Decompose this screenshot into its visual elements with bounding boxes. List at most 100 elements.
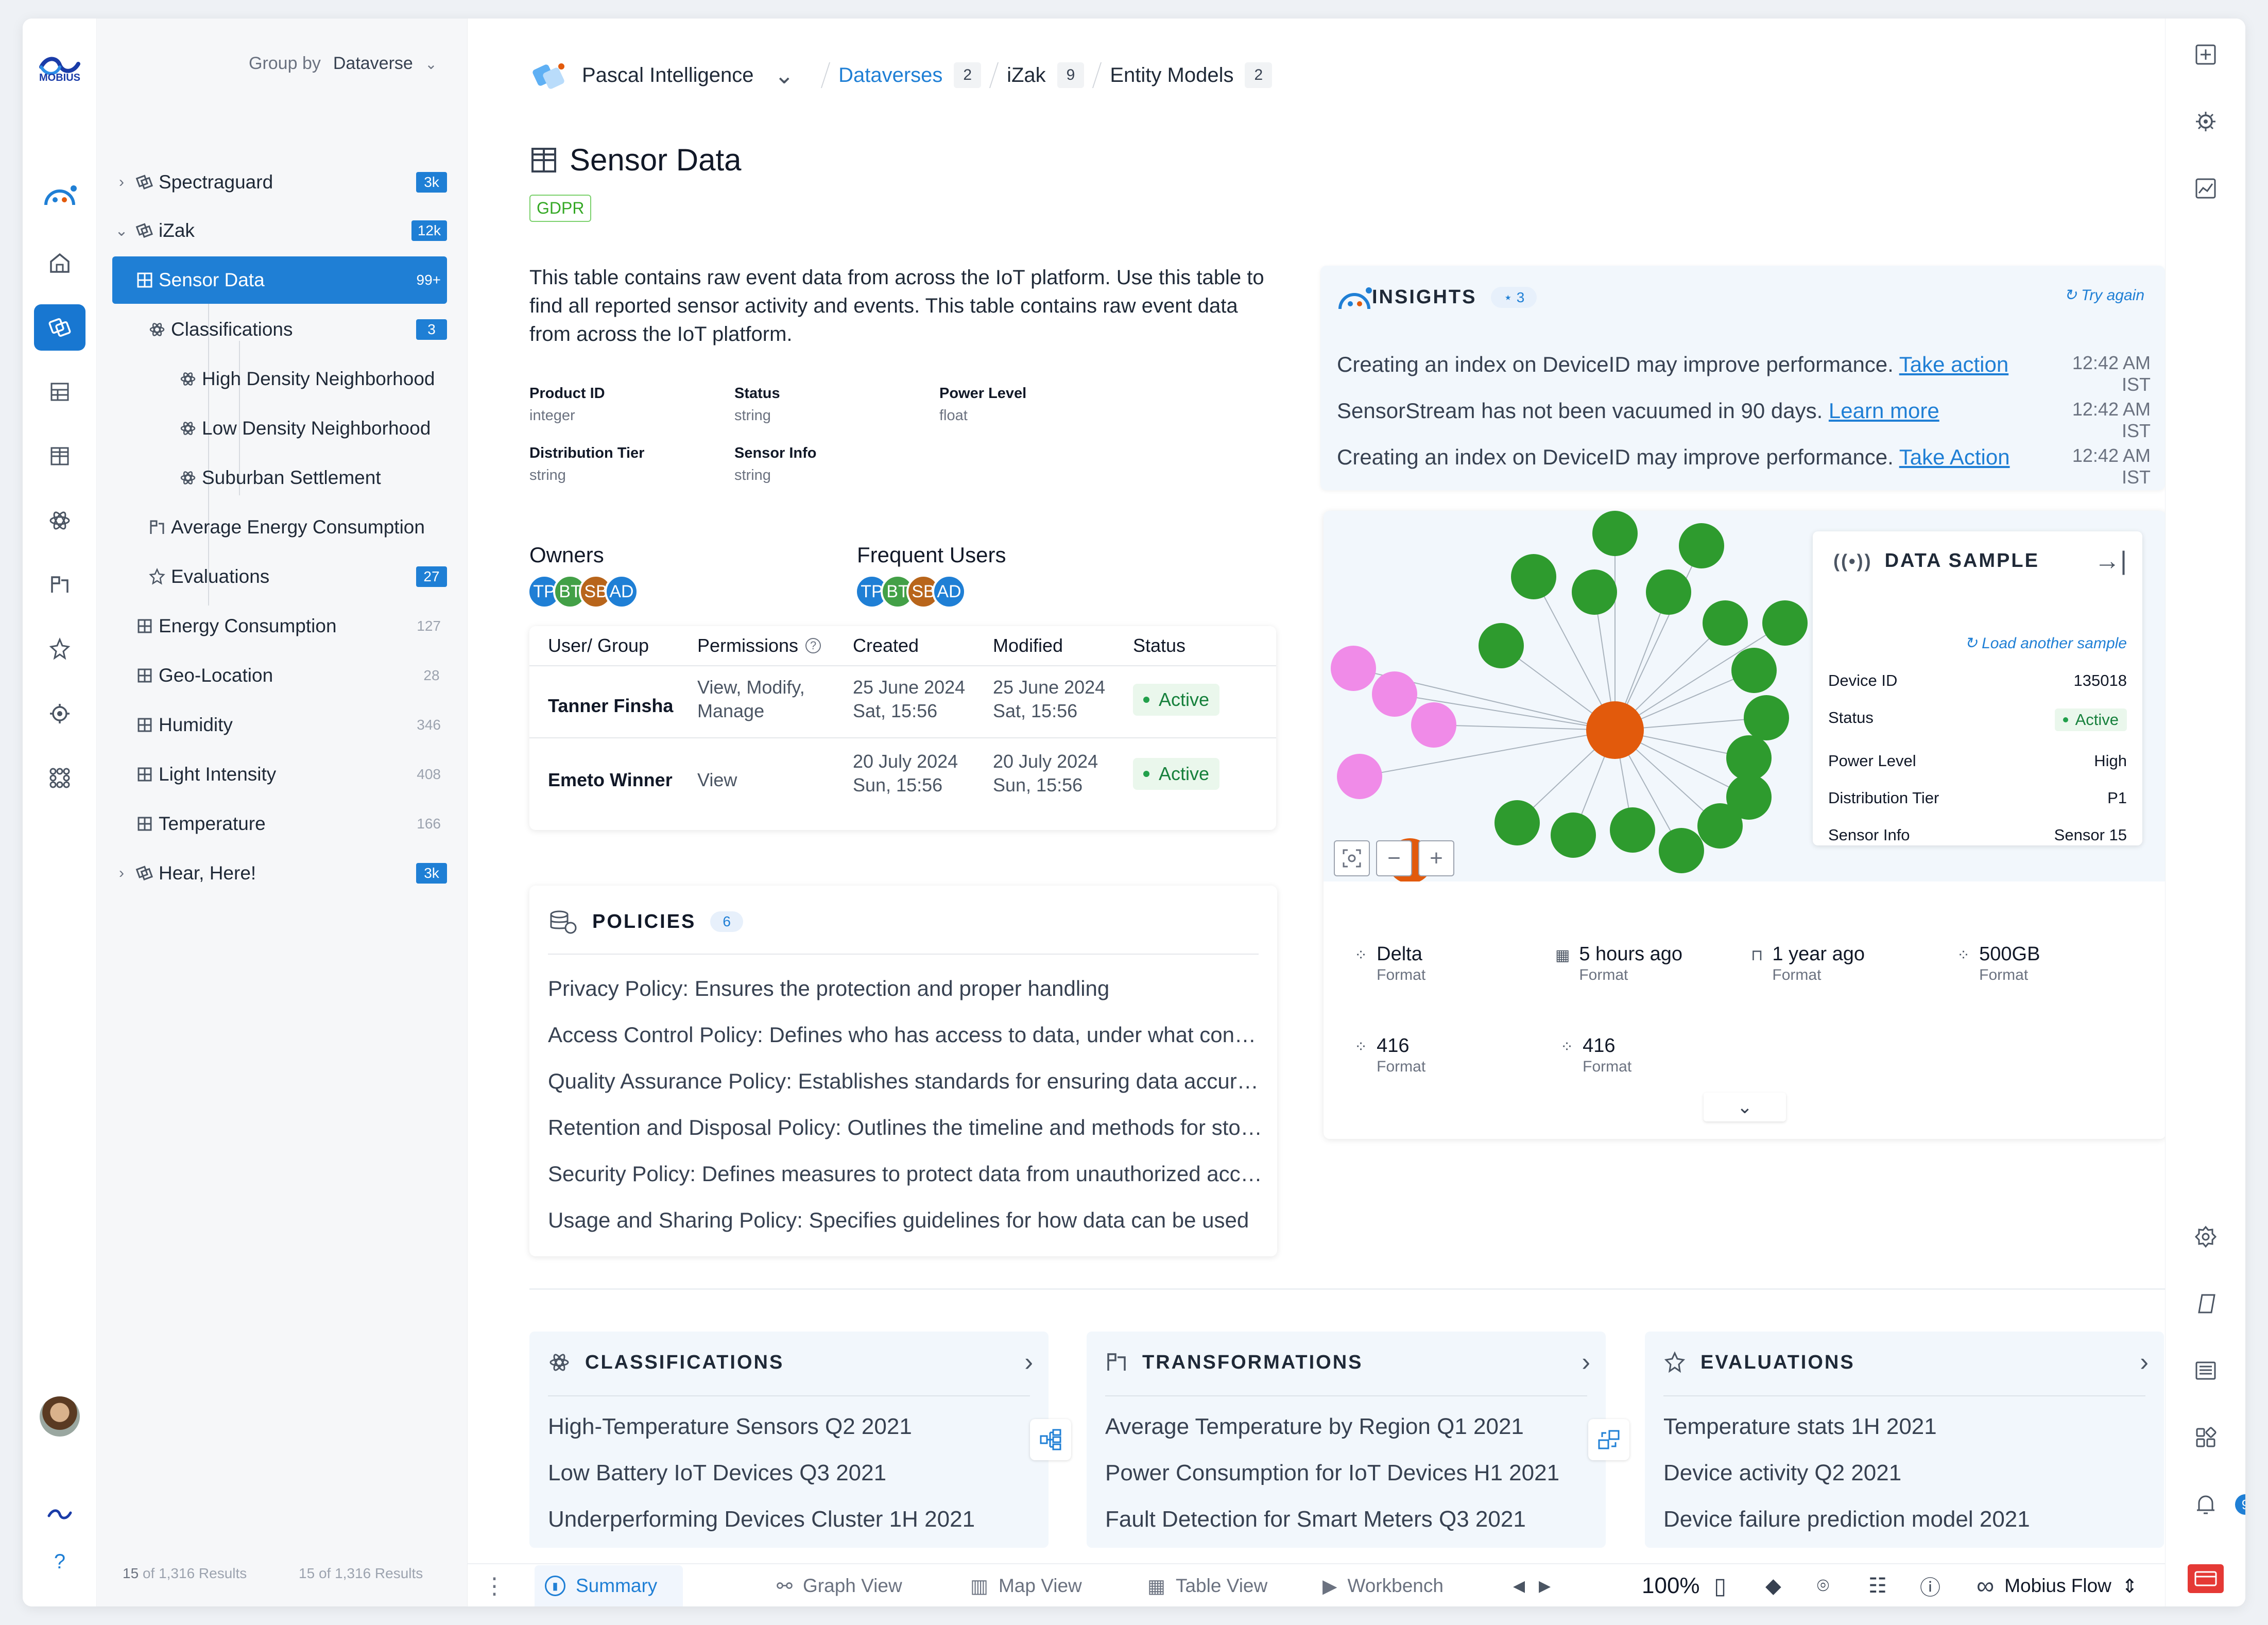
chevron-down-icon[interactable]: ⌄: [774, 62, 795, 89]
graph-node[interactable]: [1726, 774, 1772, 820]
more-options-icon[interactable]: ⋮: [483, 1573, 506, 1599]
home-icon[interactable]: [34, 240, 85, 286]
tree-item-classifications[interactable]: Classifications 3: [143, 306, 447, 353]
avatar[interactable]: BT: [553, 575, 587, 609]
graph-node[interactable]: [1551, 812, 1596, 858]
chevron-down-icon[interactable]: ⌄: [115, 222, 128, 239]
transformation-item[interactable]: Fault Detection for Smart Meters Q3 2021: [1105, 1507, 1526, 1532]
tree-item-average-energy[interactable]: Average Energy Consumption: [143, 504, 447, 551]
settings-sliders-icon[interactable]: ☷: [1868, 1575, 1887, 1597]
document-list-icon[interactable]: [2185, 1350, 2226, 1391]
chevron-right-icon[interactable]: ›: [119, 865, 124, 881]
mobius-small-icon[interactable]: [34, 1491, 85, 1537]
collapse-panel-icon[interactable]: →|: [2094, 546, 2127, 575]
table-icon[interactable]: [34, 433, 85, 479]
classification-item[interactable]: Underperforming Devices Cluster 1H 2021: [548, 1507, 975, 1532]
atom-icon[interactable]: [34, 497, 85, 544]
chevron-right-icon[interactable]: ›: [1582, 1347, 1590, 1376]
graph-center-node[interactable]: [1586, 701, 1644, 759]
evaluation-icon[interactable]: [34, 626, 85, 672]
graph-node[interactable]: [1646, 569, 1691, 615]
classification-item[interactable]: Low Battery IoT Devices Q3 2021: [548, 1460, 887, 1485]
avatar[interactable]: TP: [527, 575, 561, 609]
apps-grid-icon[interactable]: [34, 755, 85, 801]
tab-workbench[interactable]: ▶ Workbench: [1322, 1575, 1444, 1597]
graph-node[interactable]: [1331, 646, 1376, 691]
evaluation-item[interactable]: Device failure prediction model 2021: [1663, 1507, 2030, 1532]
zoom-level[interactable]: 100%: [1642, 1573, 1700, 1598]
try-again-link[interactable]: ↻ Try again: [2064, 287, 2144, 304]
entity-graph-canvas[interactable]: − + ((•)) DATA SAMPLE →| ↻ Load another …: [1324, 511, 2166, 881]
tree-item-izak[interactable]: ⌄ iZak 12k: [112, 207, 447, 254]
graph-node[interactable]: [1610, 807, 1655, 853]
tab-table-view[interactable]: ▦ Table View: [1147, 1575, 1268, 1597]
mobius-logo-icon[interactable]: [31, 46, 89, 93]
info-icon[interactable]: ?: [805, 638, 821, 653]
graph-node[interactable]: [1697, 803, 1743, 849]
learn-more-link[interactable]: Learn more: [1828, 399, 1939, 423]
avatar[interactable]: AD: [932, 575, 966, 609]
transformation-item[interactable]: Average Temperature by Region Q1 2021: [1105, 1414, 1524, 1439]
graph-node[interactable]: [1726, 735, 1772, 781]
graph-node[interactable]: [1659, 828, 1704, 873]
policy-item[interactable]: Security Policy: Defines measures to pro…: [548, 1162, 1264, 1186]
avatar[interactable]: AD: [605, 575, 639, 609]
expand-metrics-button[interactable]: ⌄: [1704, 1093, 1786, 1121]
breadcrumb-dataverses[interactable]: Dataverses: [838, 63, 943, 87]
graph-node[interactable]: [1679, 523, 1724, 568]
tree-item-geo-location[interactable]: Geo-Location 28: [112, 652, 447, 699]
transformation-item[interactable]: Power Consumption for IoT Devices H1 202…: [1105, 1460, 1560, 1485]
graph-node[interactable]: [1703, 600, 1748, 646]
mobius-flow-selector[interactable]: ∞ Mobius Flow ⇕: [1977, 1572, 2138, 1600]
tree-item-high-density[interactable]: High Density Neighborhood: [174, 355, 447, 403]
tab-scroll-left[interactable]: ◀: [1513, 1577, 1525, 1595]
tree-item-sensor-data[interactable]: Sensor Data 99+: [112, 256, 447, 304]
graph-node[interactable]: [1494, 800, 1540, 845]
graph-node[interactable]: [1572, 569, 1617, 615]
policy-item[interactable]: Usage and Sharing Policy: Specifies guid…: [548, 1208, 1249, 1232]
fit-view-button[interactable]: [1334, 840, 1370, 876]
transformations-card[interactable]: TRANSFORMATIONS › Average Temperature by…: [1087, 1332, 1606, 1548]
chevron-right-icon[interactable]: ›: [1024, 1347, 1033, 1376]
add-icon[interactable]: [2185, 34, 2226, 75]
policy-item[interactable]: Access Control Policy: Defines who has a…: [548, 1023, 1264, 1047]
load-another-sample-link[interactable]: ↻ Load another sample: [1964, 635, 2127, 652]
take-action-link[interactable]: Take action: [1899, 352, 2009, 376]
catalog-icon[interactable]: [34, 304, 85, 351]
zoom-in-button[interactable]: +: [1418, 840, 1454, 876]
transform-icon[interactable]: [34, 562, 85, 608]
zoom-out-button[interactable]: −: [1376, 840, 1412, 876]
tree-item-light-intensity[interactable]: Light Intensity 408: [112, 751, 447, 798]
graph-node[interactable]: [1479, 623, 1524, 668]
graph-node[interactable]: [1511, 554, 1556, 599]
settings-icon[interactable]: [2185, 1216, 2226, 1257]
help-icon[interactable]: ?: [54, 1550, 66, 1573]
tree-item-energy-consumption[interactable]: Energy Consumption 127: [112, 602, 447, 650]
tree-item-suburban[interactable]: Suburban Settlement: [174, 454, 447, 502]
alert-card-icon[interactable]: [2185, 1558, 2226, 1599]
focus-icon[interactable]: ⌾: [1817, 1574, 1829, 1597]
tab-graph-view[interactable]: ⚯ Graph View: [777, 1575, 902, 1597]
avatar[interactable]: SB: [579, 575, 613, 609]
tab-summary[interactable]: ▮ Summary: [535, 1565, 683, 1606]
evaluation-item[interactable]: Temperature stats 1H 2021: [1663, 1414, 1937, 1439]
policy-item[interactable]: Privacy Policy: Ensures the protection a…: [548, 976, 1110, 1000]
tab-map-view[interactable]: ▥ Map View: [970, 1575, 1082, 1597]
graph-node[interactable]: [1731, 648, 1777, 693]
puzzle-icon[interactable]: [2185, 1417, 2226, 1458]
bell-icon[interactable]: [2185, 1484, 2226, 1525]
breadcrumb-izak[interactable]: iZak: [1007, 63, 1046, 87]
assistant-icon[interactable]: [34, 173, 85, 219]
classifications-card[interactable]: CLASSIFICATIONS › High-Temperature Senso…: [529, 1332, 1049, 1548]
tree-item-humidity[interactable]: Humidity 346: [112, 701, 447, 749]
tab-scroll-right[interactable]: ▶: [1539, 1577, 1551, 1595]
graph-node[interactable]: [1592, 511, 1638, 556]
notebook-icon[interactable]: [2185, 1283, 2226, 1324]
tree-item-hear-here[interactable]: › Hear, Here! 3k: [112, 850, 447, 897]
graph-node[interactable]: [1744, 695, 1789, 740]
chevron-right-icon[interactable]: ›: [2140, 1347, 2149, 1376]
user-avatar[interactable]: [34, 1393, 85, 1440]
tree-item-temperature[interactable]: Temperature 166: [112, 800, 447, 848]
gear-icon[interactable]: [2185, 101, 2226, 142]
help-bubble-icon[interactable]: ⓘ: [1920, 1577, 1940, 1599]
